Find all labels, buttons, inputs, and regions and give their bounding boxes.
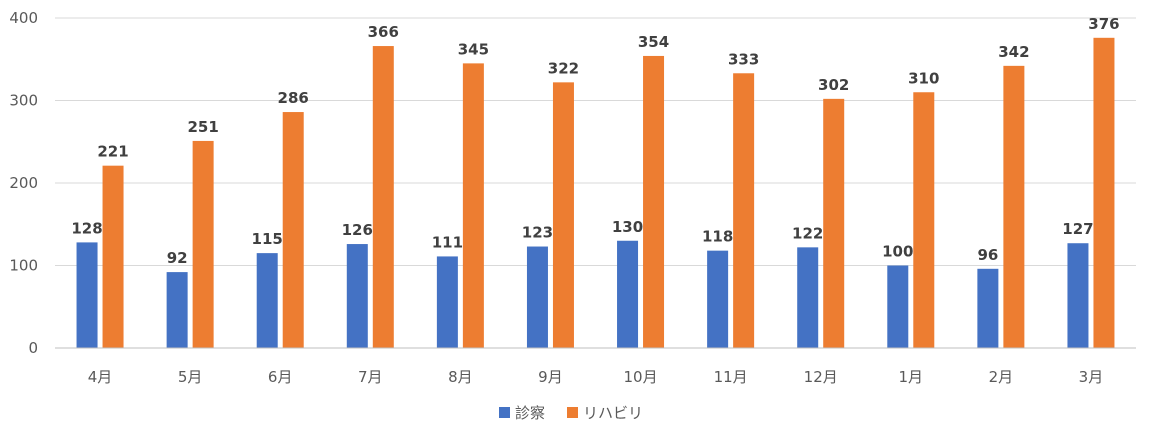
y-tick-label: 100 [9, 257, 38, 275]
bar-rehabili-9 [913, 92, 935, 348]
bar-rehabili-10 [1003, 65, 1025, 348]
bar-rehabili-0 [102, 165, 124, 348]
x-tick-label: 4月 [88, 368, 113, 386]
data-label: 342 [998, 43, 1029, 61]
bar-rehabili-6 [643, 55, 665, 348]
bar-rehabili-2 [282, 112, 304, 348]
x-tick-label: 10月 [623, 368, 657, 386]
bar-rehabili-11 [1093, 37, 1115, 349]
y-tick-label: 300 [9, 92, 38, 110]
x-tick-label: 11月 [714, 368, 748, 386]
data-label: 333 [728, 50, 759, 68]
bar-shinsatsu-0 [76, 242, 98, 348]
gridlines [55, 17, 1136, 266]
data-label: 221 [97, 143, 128, 161]
data-label: 322 [548, 59, 579, 77]
data-label: 115 [252, 230, 283, 248]
x-tick-label: 3月 [1079, 368, 1104, 386]
data-label: 302 [818, 76, 849, 94]
legend-swatch [499, 407, 510, 418]
legend-label: 診察 [515, 404, 545, 422]
data-label: 118 [702, 228, 733, 246]
x-tick-label: 1月 [899, 368, 924, 386]
legend-label: リハビリ [583, 404, 643, 422]
x-tick-label: 9月 [538, 368, 563, 386]
data-label: 100 [882, 243, 913, 261]
data-label: 127 [1062, 220, 1093, 238]
bar-shinsatsu-7 [707, 250, 729, 348]
data-label: 376 [1088, 15, 1119, 33]
legend: 診察 リハビリ [499, 404, 643, 422]
data-label: 251 [187, 118, 218, 136]
y-axis-ticks: 0 100 200 300 400 [9, 9, 38, 357]
bar-rehabili-4 [462, 63, 484, 348]
x-tick-label: 5月 [178, 368, 203, 386]
x-tick-label: 6月 [268, 368, 293, 386]
data-label: 111 [432, 233, 463, 251]
bar-rehabili-1 [192, 140, 214, 348]
y-tick-label: 400 [9, 9, 38, 27]
bar-shinsatsu-9 [887, 265, 909, 348]
bar-shinsatsu-4 [436, 256, 458, 348]
bar-shinsatsu-2 [256, 253, 278, 348]
data-label: 286 [278, 89, 309, 107]
bar-shinsatsu-10 [977, 268, 999, 348]
x-tick-label: 8月 [448, 368, 473, 386]
bar-shinsatsu-1 [166, 272, 188, 348]
data-label: 366 [368, 23, 399, 41]
data-label: 128 [71, 219, 102, 237]
bar-shinsatsu-11 [1067, 243, 1089, 348]
bar-shinsatsu-6 [617, 240, 639, 348]
y-tick-label: 0 [28, 339, 38, 357]
data-label: 92 [167, 249, 188, 267]
x-tick-label: 2月 [989, 368, 1014, 386]
x-axis-ticks: 4月 5月 6月 7月 8月 9月 10月 11月 12月 1月 2月 3月 [88, 368, 1103, 386]
data-label: 123 [522, 224, 553, 242]
data-label: 354 [638, 33, 669, 51]
legend-swatch [567, 407, 578, 418]
data-label: 345 [458, 40, 489, 58]
data-label: 310 [908, 69, 939, 87]
x-tick-label: 12月 [804, 368, 838, 386]
data-label: 122 [792, 224, 823, 242]
bar-rehabili-3 [372, 46, 394, 349]
x-tick-label: 7月 [358, 368, 383, 386]
bar-shinsatsu-5 [526, 246, 548, 348]
bars [76, 37, 1115, 349]
bar-rehabili-5 [552, 82, 574, 348]
bar-rehabili-8 [823, 98, 845, 348]
data-labels: 128 221 92 251 115 286 126 366 111 345 123 322 130 35… [71, 15, 1119, 267]
data-label: 130 [612, 218, 643, 236]
bar-rehabili-7 [733, 73, 755, 349]
bar-shinsatsu-8 [797, 247, 819, 348]
data-label: 96 [977, 246, 998, 264]
data-label: 126 [342, 221, 373, 239]
y-tick-label: 200 [9, 174, 38, 192]
bar-shinsatsu-3 [346, 244, 368, 348]
